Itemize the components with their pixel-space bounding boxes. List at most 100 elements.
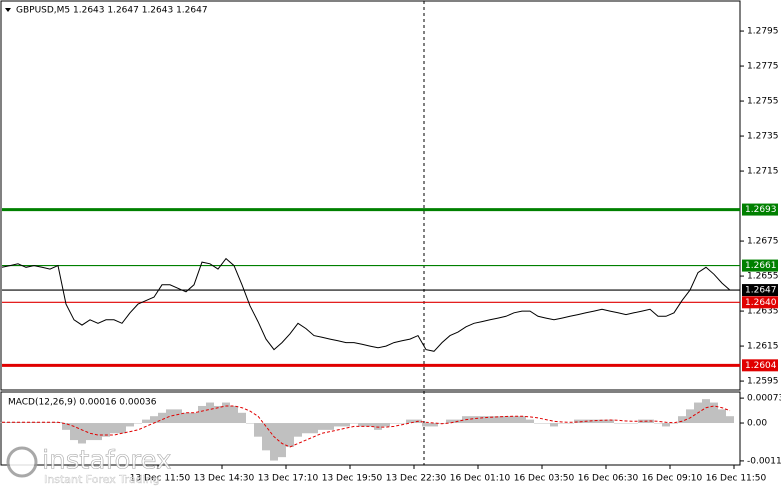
macd-bar [502, 416, 510, 424]
x-tick-label: 16 Dec 09:10 [642, 474, 703, 484]
y-tick-label: 1.2795 [747, 27, 779, 37]
y-tick-label: 0.00 [747, 419, 767, 429]
macd-bar [334, 423, 342, 427]
macd-bar [550, 423, 558, 427]
x-tick-label: 13 Dec 14:30 [194, 474, 255, 484]
macd-bar [622, 423, 630, 424]
tagline: Instant Forex Trading [44, 473, 160, 486]
macd-bar [726, 416, 734, 424]
macd-bar [174, 409, 182, 424]
macd-bar [630, 423, 638, 424]
x-tick-label: 16 Dec 11:50 [706, 474, 767, 484]
macd-bar [366, 423, 374, 427]
macd-frame [0, 391, 741, 466]
level-label: 1.2661 [745, 261, 777, 271]
macd-bar [374, 423, 382, 430]
macd-bar [670, 423, 678, 424]
macd-bar [126, 423, 134, 427]
macd-bar [110, 423, 118, 434]
macd-bar [278, 423, 286, 458]
macd-bar [222, 402, 230, 424]
watermark: instaforex Instant Forex Trading [6, 445, 172, 486]
x-tick-label: 13 Dec 19:50 [322, 474, 383, 484]
macd-bar [678, 416, 686, 424]
brand: instaforex [42, 446, 171, 476]
macd-bar [518, 416, 526, 424]
macd-bar [294, 423, 302, 437]
macd-bar [382, 423, 390, 427]
macd-bar [78, 423, 86, 444]
macd-bar [118, 423, 126, 434]
level-label: 1.2647 [745, 286, 777, 296]
level-label: 1.2604 [745, 361, 777, 371]
macd-bar [406, 419, 414, 424]
macd-bar [566, 423, 574, 424]
x-tick-label: 13 Dec 17:10 [258, 474, 319, 484]
macd-bar [214, 405, 222, 424]
x-tick-label: 13 Dec 11:50 [130, 474, 191, 484]
y-tick-label: 1.2615 [747, 342, 779, 352]
macd-bar [606, 419, 614, 424]
y-tick-label: 1.2675 [747, 237, 779, 247]
macd-bar [430, 423, 438, 427]
macd-bar [390, 423, 398, 424]
chart-title: GBPUSD,M5 1.2643 1.2647 1.2643 1.2647 [16, 6, 208, 16]
y-tick-label: 1.2715 [747, 167, 779, 177]
macd-bar [22, 422, 30, 424]
macd-bar [182, 412, 190, 424]
y-tick-label: -0.00111 [747, 456, 781, 466]
macd-bar [326, 423, 334, 430]
y-tick-label: 1.2655 [747, 272, 779, 282]
macd-bar [62, 423, 70, 430]
macd-bar [342, 423, 350, 427]
macd-bar [446, 419, 454, 424]
macd-bar [310, 423, 318, 434]
macd-bar [710, 402, 718, 424]
macd-bar [654, 423, 662, 424]
macd-bar [238, 412, 246, 424]
level-label: 1.2640 [745, 298, 777, 308]
level-tag [742, 259, 778, 272]
macd-bar [470, 416, 478, 424]
macd-bar [302, 423, 310, 434]
macd-bar [558, 423, 566, 424]
macd-bar [590, 419, 598, 424]
macd-bar [286, 423, 294, 447]
level-tag [742, 296, 778, 309]
x-tick-label: 16 Dec 03:50 [514, 474, 575, 484]
macd-bar [478, 416, 486, 424]
macd-bar [230, 405, 238, 424]
macd-bar [166, 409, 174, 424]
macd-bar [102, 423, 110, 437]
y-tick-label: 1.2635 [747, 307, 779, 317]
macd-bar [86, 423, 94, 441]
dropdown-icon [5, 8, 11, 12]
y-tick-label: 1.2735 [747, 132, 779, 142]
macd-bar [190, 412, 198, 424]
macd-bar [662, 423, 670, 427]
macd-bar [686, 409, 694, 424]
macd-bar [254, 423, 262, 437]
y-tick-label: 0.00073 [747, 394, 781, 404]
macd-bar [526, 419, 534, 424]
macd-bar [246, 423, 254, 424]
y-tick-label: 1.2595 [747, 377, 779, 387]
macd-bar [510, 416, 518, 424]
x-tick-label: 16 Dec 06:30 [578, 474, 639, 484]
macd-bar [270, 423, 278, 461]
macd-bar [198, 405, 206, 424]
macd-bar [542, 423, 550, 424]
macd-bar [94, 423, 102, 441]
level-tag [742, 203, 778, 216]
macd-bar [598, 419, 606, 424]
macd-bar [150, 416, 158, 424]
logo-icon [6, 446, 38, 478]
macd-bar [574, 419, 582, 424]
macd-bar [70, 423, 78, 441]
macd-bar [142, 419, 150, 424]
price-line [1, 257, 731, 352]
macd-bar [350, 423, 358, 424]
x-tick-label: 13 Dec 22:30 [386, 474, 447, 484]
macd-title: MACD(12,26,9) 0.00016 0.00036 [8, 398, 157, 408]
